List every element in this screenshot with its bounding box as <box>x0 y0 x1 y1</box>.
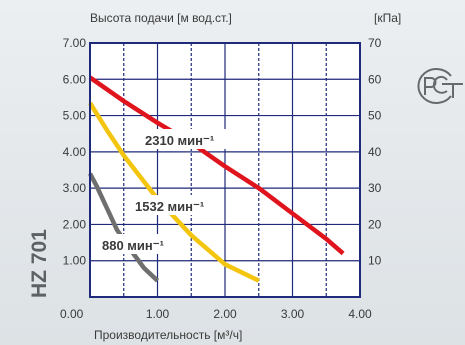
x-tick-label: 1.00 <box>146 307 170 321</box>
series-line-2 <box>88 172 160 283</box>
y-axis-label: Высота подачи [м вод.ст.] <box>90 11 232 25</box>
series-label-880-text: 880 мин⁻¹ <box>102 238 164 253</box>
series-label-2310: 2310 мин⁻¹ <box>141 129 231 149</box>
y2-tick-label: 10 <box>368 254 382 268</box>
y-tick-label: 1.00 <box>63 254 87 268</box>
y-tick-label: 6.00 <box>63 72 87 86</box>
x-tick-label: 3.00 <box>281 307 305 321</box>
series-label-880: 880 мин⁻¹ <box>98 234 170 254</box>
series-label-2310-text: 2310 мин⁻¹ <box>145 133 214 148</box>
y-tick-label: 4.00 <box>63 145 87 159</box>
certification-logo <box>417 68 463 104</box>
x-axis-label: Производительность [м³/ч] <box>94 328 242 342</box>
y2-tick-label: 60 <box>368 72 382 86</box>
series-label-1532-bg <box>131 195 217 215</box>
certification-logo-circle <box>417 68 452 104</box>
series-label-1532-text: 1532 мин⁻¹ <box>135 199 204 214</box>
series-line-0 <box>88 75 345 256</box>
x-tick-label: 2.00 <box>213 307 237 321</box>
y2-tick-label: 30 <box>368 181 382 195</box>
grid <box>90 43 360 297</box>
y-tick-label: 7.00 <box>63 36 87 50</box>
y-tick-label: 5.00 <box>63 109 87 123</box>
y2-tick-label: 70 <box>368 36 382 50</box>
certification-logo-t <box>442 83 463 98</box>
y2-tick-label: 40 <box>368 145 382 159</box>
series-label-1532: 1532 мин⁻¹ <box>131 195 217 215</box>
model-label: HZ 701 <box>28 229 51 298</box>
certification-logo-c <box>432 75 448 94</box>
y-tick-label: 3.00 <box>63 181 87 195</box>
y-tick-label: 2.00 <box>63 217 87 231</box>
y2-axis-label: [кПа] <box>374 11 401 25</box>
y2-tick-label: 20 <box>368 217 382 231</box>
tick-labels: 0.00 1.00 2.00 3.00 4.00 1.00 2.00 3.00 4.00 5.00… <box>60 36 382 321</box>
plot-border <box>89 42 361 298</box>
y2-tick-label: 50 <box>368 109 382 123</box>
series-label-2310-bg <box>141 129 231 149</box>
series-label-880-bg <box>98 234 170 254</box>
x-tick-label: 4.00 <box>348 307 372 321</box>
x-tick-label: 0.00 <box>60 307 84 321</box>
